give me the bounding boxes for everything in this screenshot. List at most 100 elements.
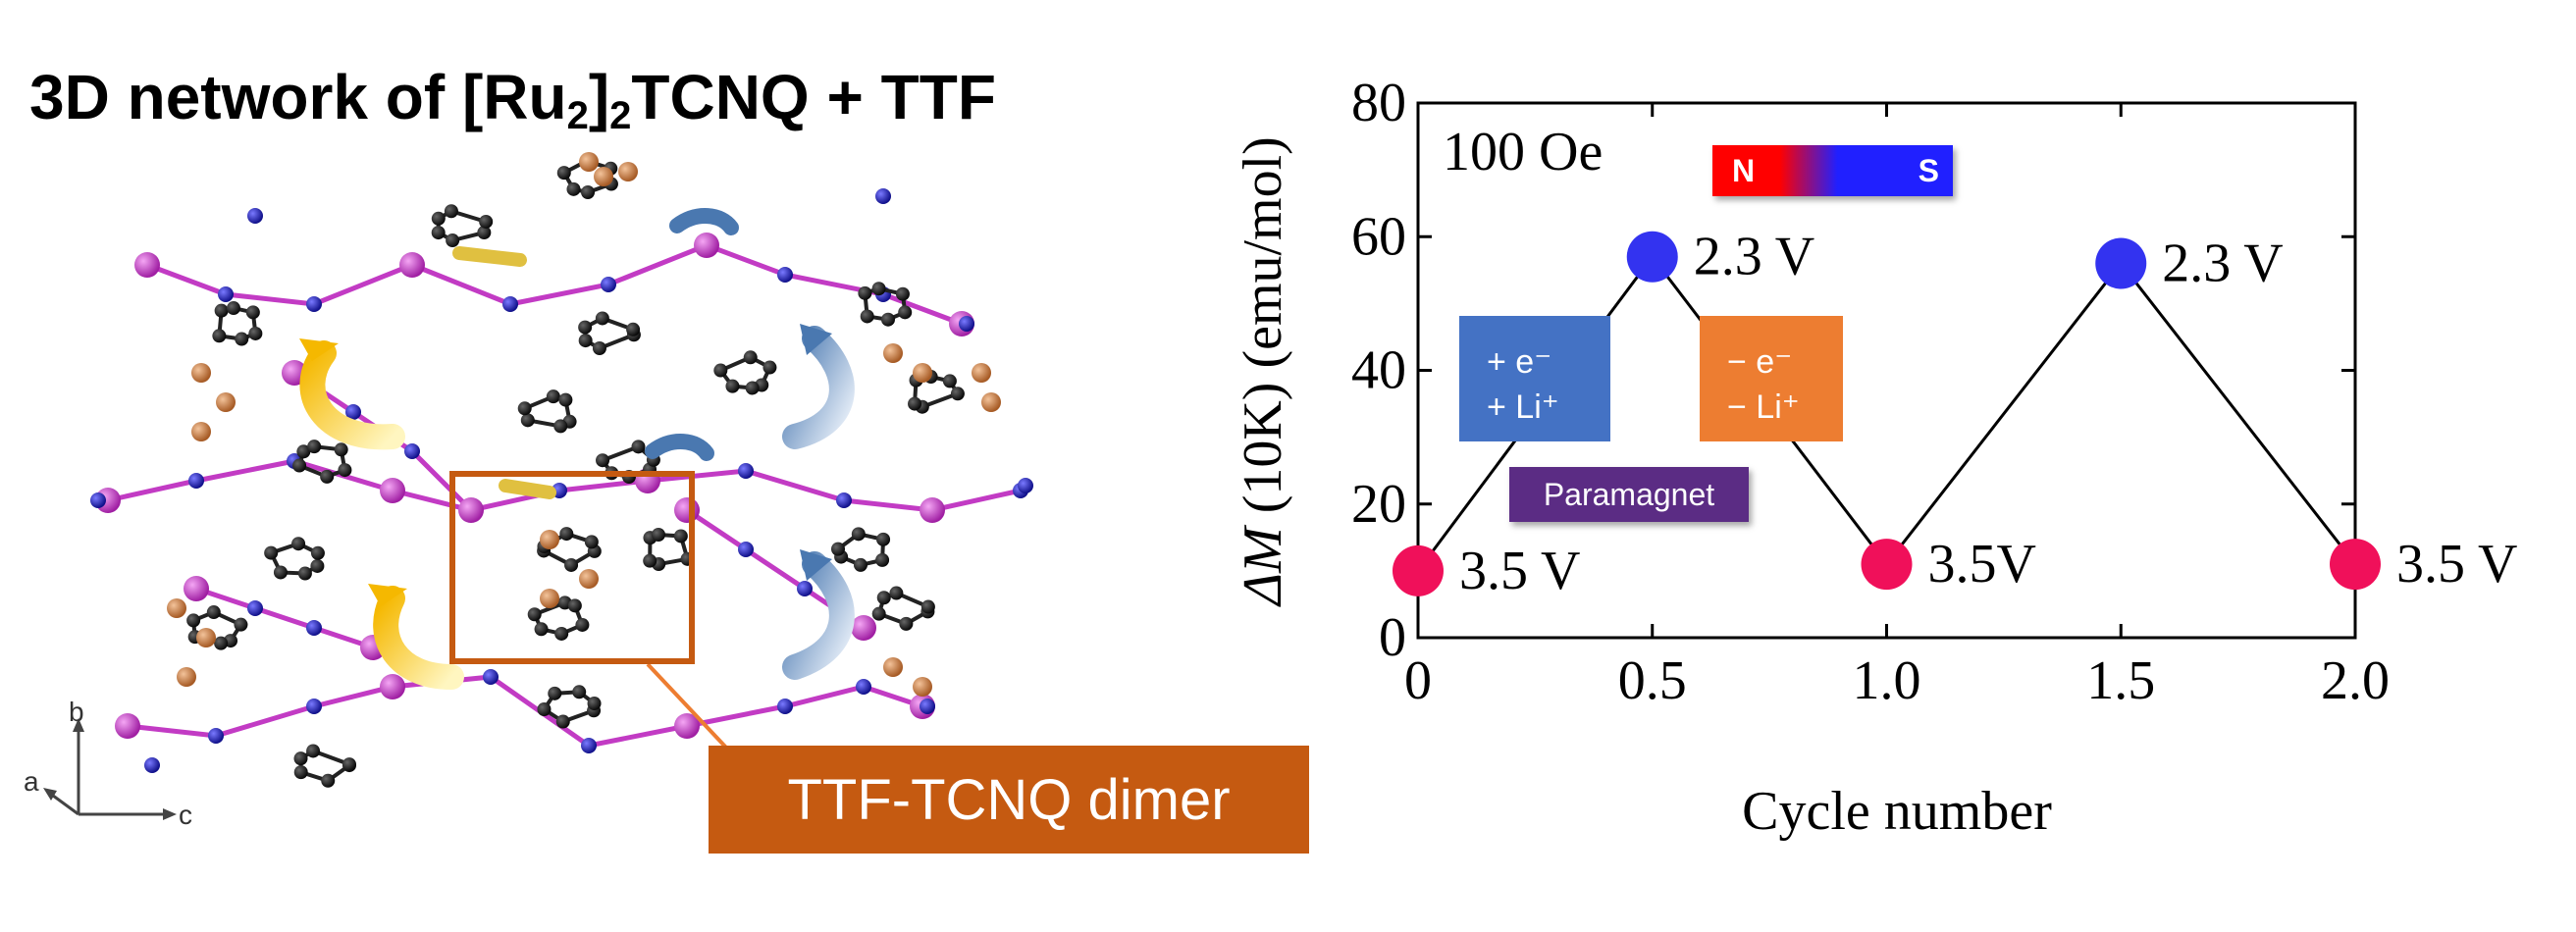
tcnq-ring bbox=[871, 586, 935, 631]
n-atom bbox=[738, 542, 754, 557]
y-tick-label: 0 bbox=[1379, 607, 1406, 668]
n-atom bbox=[218, 286, 234, 302]
ru-atom bbox=[115, 713, 140, 739]
tcnq-ring bbox=[713, 350, 777, 395]
ru-atom bbox=[694, 233, 719, 258]
s-atom bbox=[216, 392, 236, 412]
x-tick-label: 1.5 bbox=[2086, 650, 2155, 711]
s-atom bbox=[913, 677, 932, 697]
n-atom bbox=[404, 443, 420, 459]
tcnq-ring bbox=[578, 311, 641, 356]
n-atom bbox=[90, 492, 106, 508]
reduction-badge: + e⁻ + Li⁺ bbox=[1459, 316, 1610, 441]
s-atom bbox=[972, 363, 991, 383]
x-tick-label: 2.0 bbox=[2321, 650, 2390, 711]
bond-chain bbox=[146, 242, 963, 327]
dimer-label: TTF-TCNQ dimer bbox=[709, 746, 1309, 854]
n-atom bbox=[208, 728, 224, 744]
n-atom bbox=[601, 277, 616, 292]
oxidation-electron: − e⁻ bbox=[1727, 343, 1793, 381]
tcnq-ring bbox=[517, 389, 577, 434]
data-points: 3.5 V 2.3 V 3.5V 2.3 V 3.5 V bbox=[1393, 227, 2517, 601]
ru-atom bbox=[674, 713, 700, 739]
n-atom bbox=[738, 463, 754, 479]
y-tick-label: 80 bbox=[1351, 73, 1406, 133]
data-point bbox=[1861, 539, 1913, 591]
n-atom bbox=[777, 267, 793, 283]
x-tick-label: 1.0 bbox=[1853, 650, 1921, 711]
n-atom bbox=[345, 404, 361, 420]
dimer-highlight-box bbox=[449, 471, 695, 664]
tcnq-ring bbox=[527, 595, 590, 641]
x-tick-label: 0.5 bbox=[1618, 650, 1687, 711]
n-atom bbox=[483, 669, 499, 685]
n-atom bbox=[959, 316, 974, 332]
s-atom bbox=[540, 589, 559, 608]
tcnq-ring bbox=[908, 370, 965, 414]
magnet-n-label: N bbox=[1732, 153, 1756, 188]
s-atom bbox=[579, 152, 599, 172]
tcnq-ring bbox=[212, 301, 263, 346]
ru-atom bbox=[851, 615, 876, 641]
tcnq-ring bbox=[858, 282, 913, 327]
ru-atom bbox=[458, 497, 484, 523]
s-atom bbox=[883, 657, 903, 677]
n-atom bbox=[856, 679, 871, 695]
tcnq-ring bbox=[643, 527, 695, 572]
s-atom bbox=[167, 598, 186, 618]
tcnq-ring bbox=[431, 204, 494, 248]
s-atom bbox=[191, 363, 211, 383]
s-atom bbox=[579, 569, 599, 589]
data-point bbox=[2330, 539, 2381, 591]
ru-atom bbox=[399, 252, 425, 278]
n-atom bbox=[247, 208, 263, 224]
y-axis: 0 20 40 60 80 bbox=[1351, 73, 2355, 668]
s-atom bbox=[191, 422, 211, 441]
s-atom bbox=[594, 167, 613, 186]
bond-chain bbox=[195, 586, 374, 650]
ru-atom bbox=[920, 497, 945, 523]
x-tick-label: 0 bbox=[1404, 650, 1432, 711]
axis-triad: b a c bbox=[24, 697, 192, 830]
n-atom bbox=[1018, 478, 1033, 493]
dimer-callout-line bbox=[646, 662, 728, 750]
n-atom bbox=[875, 188, 891, 204]
point-voltage-label: 3.5 V bbox=[1459, 541, 1580, 601]
x-axis-title: Cycle number bbox=[1742, 781, 2052, 842]
rotation-arrows bbox=[299, 208, 855, 690]
n-atom bbox=[581, 738, 597, 753]
tcnq-ring bbox=[293, 744, 356, 788]
page-title: 3D network of [Ru2]2TCNQ + TTF bbox=[29, 62, 996, 137]
oxidation-badge: − e⁻ − Li⁺ bbox=[1700, 316, 1843, 441]
n-atom bbox=[920, 699, 935, 714]
ru-atom bbox=[380, 674, 405, 699]
s-atom bbox=[981, 392, 1001, 412]
magnet-icon: N S bbox=[1712, 145, 1953, 196]
field-label: 100 Oe bbox=[1443, 122, 1603, 182]
point-voltage-label: 3.5V bbox=[1928, 534, 2036, 595]
s-atom bbox=[540, 530, 559, 549]
axis-a-label: a bbox=[24, 766, 39, 797]
point-voltage-label: 2.3 V bbox=[2162, 233, 2283, 294]
n-atom bbox=[306, 699, 322, 714]
s-atom bbox=[913, 363, 932, 383]
n-atom bbox=[188, 473, 204, 489]
point-voltage-label: 3.5 V bbox=[2396, 534, 2517, 595]
y-tick-label: 60 bbox=[1351, 206, 1406, 267]
s-atom bbox=[618, 162, 638, 181]
data-point bbox=[2095, 237, 2147, 289]
tcnq-ring bbox=[292, 440, 352, 484]
n-atom bbox=[777, 699, 793, 714]
molecular-atoms bbox=[90, 152, 1033, 788]
s-atom bbox=[883, 343, 903, 363]
tcnq-ring bbox=[537, 685, 602, 729]
s-atom bbox=[177, 667, 196, 687]
y-axis-title: ΔM (10K) (emu/mol) bbox=[1233, 136, 1293, 607]
n-atom bbox=[144, 757, 160, 773]
ru-atom bbox=[184, 576, 209, 601]
y-tick-label: 40 bbox=[1351, 340, 1406, 401]
axis-c-label: c bbox=[179, 800, 192, 830]
n-atom bbox=[797, 581, 813, 596]
s-atom bbox=[196, 628, 216, 647]
